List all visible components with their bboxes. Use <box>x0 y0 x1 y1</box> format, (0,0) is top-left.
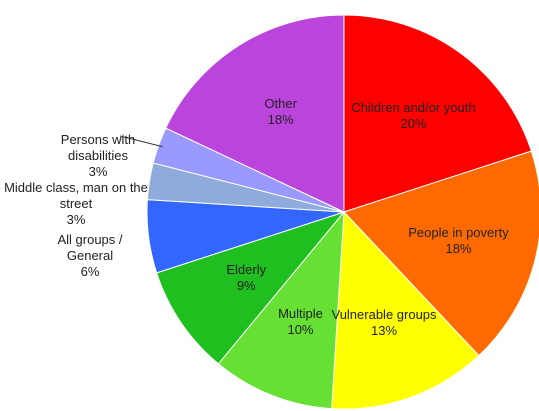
category-name: Elderly <box>226 262 267 278</box>
value-label: 20% <box>400 116 427 132</box>
category-name: Multiple <box>278 305 323 321</box>
pie-slice <box>156 210 346 365</box>
category-name: Children and/or youth <box>351 100 476 116</box>
slice-label: Persons with disabilities 3% <box>38 132 158 180</box>
category-name: People in poverty <box>408 225 509 241</box>
value-label: 9% <box>236 278 256 294</box>
slice-label: Elderly 9% <box>181 262 311 294</box>
category-name: Other <box>264 96 297 112</box>
value-label: 13% <box>371 323 398 339</box>
category-name: Persons with disabilities <box>60 132 136 163</box>
pie-slice <box>343 14 532 213</box>
category-name: All groups / General <box>57 232 123 263</box>
value-label: 18% <box>445 241 472 257</box>
pie-slice <box>217 210 345 410</box>
slice-label: Children and/or youth 20% <box>348 100 478 132</box>
value-label: 18% <box>267 112 294 128</box>
slice-label: Multiple 10% <box>235 306 365 338</box>
value-label: 3% <box>88 164 108 179</box>
slice-label: People in poverty 18% <box>393 225 523 257</box>
slice-label: Other 18% <box>216 96 346 128</box>
pie-slice <box>331 210 480 410</box>
leader-line <box>119 135 163 148</box>
pie-slice <box>343 150 539 357</box>
value-label: 10% <box>287 321 314 337</box>
slice-label: All groups / General 6% <box>35 232 145 280</box>
category-name: Vulnerable groups <box>331 307 437 323</box>
slice-label: Vulnerable groups 13% <box>319 307 449 339</box>
value-label: 6% <box>80 264 100 279</box>
category-name: Middle class, man on the street <box>4 180 148 211</box>
slice-label: Middle class, man on the street 3% <box>1 180 151 228</box>
value-label: 3% <box>66 212 86 227</box>
pie-slice <box>165 14 345 213</box>
